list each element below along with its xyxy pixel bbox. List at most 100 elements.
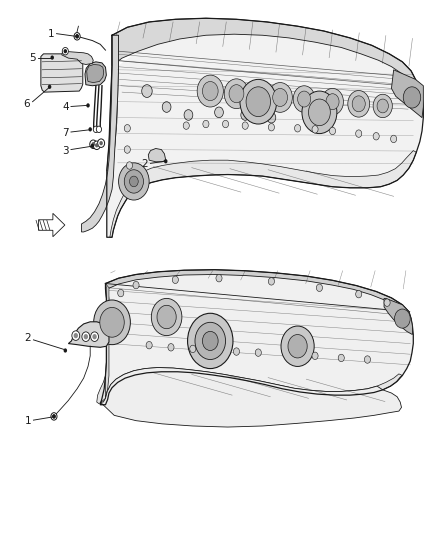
- Circle shape: [281, 326, 314, 367]
- Circle shape: [373, 94, 392, 118]
- Circle shape: [312, 352, 318, 360]
- Polygon shape: [112, 18, 416, 82]
- Circle shape: [142, 85, 152, 98]
- Circle shape: [215, 107, 223, 118]
- Polygon shape: [100, 284, 109, 405]
- Circle shape: [224, 79, 249, 109]
- Circle shape: [51, 413, 57, 420]
- Polygon shape: [41, 54, 83, 92]
- Text: 2: 2: [25, 333, 31, 343]
- Circle shape: [82, 332, 90, 342]
- Polygon shape: [107, 35, 119, 171]
- Circle shape: [74, 333, 78, 338]
- Circle shape: [91, 144, 94, 148]
- Polygon shape: [85, 62, 106, 86]
- Text: 7: 7: [62, 127, 69, 138]
- Circle shape: [373, 133, 379, 140]
- Circle shape: [187, 313, 233, 368]
- Circle shape: [93, 141, 100, 150]
- Circle shape: [168, 344, 174, 351]
- Circle shape: [151, 298, 182, 336]
- Circle shape: [127, 162, 133, 169]
- Circle shape: [268, 124, 275, 131]
- Text: 1: 1: [25, 416, 31, 426]
- Circle shape: [190, 345, 196, 353]
- Polygon shape: [392, 70, 424, 118]
- Circle shape: [100, 308, 124, 337]
- Circle shape: [62, 47, 68, 55]
- Circle shape: [403, 87, 421, 108]
- Circle shape: [133, 281, 139, 289]
- Circle shape: [229, 85, 244, 103]
- Circle shape: [146, 342, 152, 349]
- Circle shape: [384, 299, 390, 306]
- Circle shape: [326, 94, 339, 110]
- Circle shape: [395, 309, 410, 328]
- Text: 6: 6: [24, 99, 30, 109]
- Circle shape: [74, 33, 80, 40]
- Circle shape: [64, 49, 67, 53]
- Circle shape: [302, 91, 337, 134]
- Circle shape: [92, 334, 97, 340]
- Circle shape: [223, 120, 229, 128]
- Circle shape: [162, 102, 171, 112]
- Circle shape: [75, 34, 79, 38]
- Circle shape: [348, 91, 370, 117]
- Text: 3: 3: [62, 146, 69, 156]
- Circle shape: [183, 122, 189, 130]
- Circle shape: [95, 143, 99, 148]
- Polygon shape: [100, 368, 402, 427]
- Polygon shape: [148, 149, 166, 162]
- Circle shape: [172, 276, 178, 284]
- Circle shape: [267, 112, 276, 123]
- Circle shape: [242, 122, 248, 130]
- Circle shape: [86, 103, 90, 108]
- Circle shape: [52, 414, 56, 418]
- Circle shape: [124, 125, 131, 132]
- Circle shape: [364, 356, 371, 364]
- Circle shape: [308, 99, 330, 126]
- Polygon shape: [107, 34, 424, 237]
- Circle shape: [64, 349, 67, 353]
- Text: 2: 2: [141, 159, 148, 169]
- Circle shape: [297, 91, 311, 107]
- Circle shape: [195, 322, 226, 360]
- Circle shape: [157, 305, 176, 329]
- Polygon shape: [68, 322, 109, 348]
- Circle shape: [391, 135, 397, 143]
- Circle shape: [203, 120, 209, 128]
- Circle shape: [84, 334, 88, 340]
- Circle shape: [124, 146, 131, 154]
- Circle shape: [72, 331, 80, 341]
- Circle shape: [94, 300, 131, 345]
- Circle shape: [312, 126, 318, 133]
- Circle shape: [202, 332, 218, 351]
- Polygon shape: [62, 51, 93, 64]
- Text: 5: 5: [29, 53, 35, 62]
- Circle shape: [92, 142, 95, 147]
- Circle shape: [233, 348, 240, 356]
- Circle shape: [329, 127, 336, 135]
- Circle shape: [338, 354, 344, 362]
- Circle shape: [164, 159, 167, 164]
- Circle shape: [48, 85, 51, 89]
- Polygon shape: [87, 64, 104, 83]
- Circle shape: [91, 332, 99, 342]
- Circle shape: [98, 139, 105, 148]
- Circle shape: [202, 82, 218, 101]
- Polygon shape: [110, 151, 417, 237]
- Polygon shape: [106, 270, 409, 313]
- Circle shape: [241, 110, 250, 120]
- Circle shape: [293, 86, 315, 112]
- Circle shape: [93, 126, 99, 133]
- Circle shape: [99, 141, 103, 146]
- Polygon shape: [106, 284, 109, 342]
- Circle shape: [50, 55, 54, 60]
- Circle shape: [197, 75, 223, 107]
- Circle shape: [321, 88, 343, 115]
- Circle shape: [288, 335, 307, 358]
- Circle shape: [246, 87, 271, 117]
- Circle shape: [377, 99, 389, 113]
- Circle shape: [90, 140, 97, 149]
- Circle shape: [124, 169, 144, 193]
